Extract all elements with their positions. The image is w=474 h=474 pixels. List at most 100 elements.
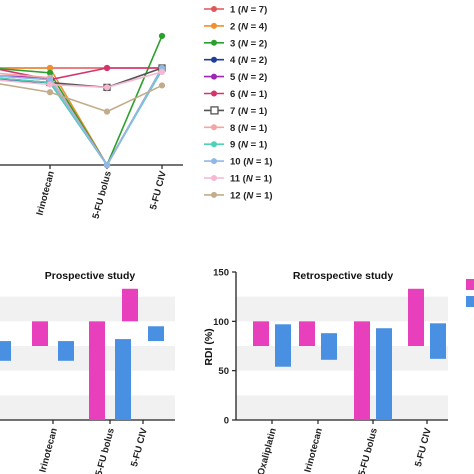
range-bar-5-fu-bolus-2 bbox=[376, 328, 392, 420]
prospective-bar-chart: Prospective study OxaliplatinIrinotecan5… bbox=[0, 270, 175, 474]
grid-band bbox=[236, 346, 448, 371]
legend-marker bbox=[211, 191, 217, 198]
legend-item-7: 7 (N = 1) bbox=[204, 106, 267, 117]
legend-label: 11 (N = 1) bbox=[230, 174, 272, 185]
range-bar-5-fu-bolus-1 bbox=[89, 321, 105, 420]
x-tick-label-5-fu-civ: 5-FU CIV bbox=[413, 426, 434, 468]
x-tick-label-5-fu-bolus: 5-FU bolus bbox=[91, 170, 114, 220]
y-tick-label: 0 bbox=[224, 416, 229, 427]
legend-marker bbox=[211, 39, 217, 46]
legend-label: 1 (N = 7) bbox=[230, 5, 267, 16]
y-tick-label: 50 bbox=[218, 366, 229, 377]
legend-item-4: 4 (N = 2) bbox=[204, 55, 267, 66]
legend-item-6: 6 (N = 1) bbox=[204, 89, 267, 100]
range-bar-oxaliplatin-2 bbox=[275, 324, 291, 367]
legend-marker bbox=[211, 6, 217, 12]
legend-item-10: 10 (N = 1) bbox=[204, 157, 273, 168]
retrospective-bars bbox=[253, 288, 446, 420]
legend-marker bbox=[211, 141, 217, 148]
data-point bbox=[103, 108, 111, 115]
range-bar-5-fu-civ-2 bbox=[148, 326, 164, 342]
x-tick-label-oxaliplatin: Oxaliplatin bbox=[256, 427, 279, 474]
legend-marker bbox=[211, 73, 217, 80]
prospective-chart-title: Prospective study bbox=[45, 270, 136, 282]
data-point bbox=[46, 89, 54, 96]
legend-label: 8 (N = 1) bbox=[230, 123, 267, 134]
range-bar-oxaliplatin-2 bbox=[0, 341, 11, 361]
legend-label: 12 (N = 1) bbox=[230, 190, 273, 201]
grid-band bbox=[0, 346, 175, 371]
series-11 bbox=[0, 68, 166, 91]
retrospective-y-label: RDI (%) bbox=[203, 328, 215, 365]
series-line bbox=[0, 83, 163, 113]
range-bar-irinotecan-1 bbox=[299, 321, 315, 346]
line-chart-series bbox=[0, 32, 166, 169]
legend-marker bbox=[211, 56, 217, 63]
legend-marker bbox=[210, 106, 219, 115]
grid-band bbox=[236, 395, 448, 420]
data-point bbox=[103, 84, 111, 91]
legend-item-12: 12 (N = 1) bbox=[204, 190, 273, 201]
series-line bbox=[0, 69, 163, 167]
grid-band bbox=[0, 296, 175, 322]
data-point bbox=[103, 64, 111, 72]
range-bar-oxaliplatin-1 bbox=[253, 321, 269, 346]
legend-label: 9 (N = 1) bbox=[230, 140, 267, 151]
series-line bbox=[0, 71, 163, 89]
data-point bbox=[103, 161, 111, 169]
series-10 bbox=[0, 64, 166, 169]
data-point bbox=[158, 82, 166, 89]
range-bar-irinotecan-2 bbox=[321, 333, 337, 360]
legend-label: 10 (N = 1) bbox=[230, 157, 273, 168]
legend-item-11: 11 (N = 1) bbox=[204, 174, 272, 185]
legend-label: 2 (N = 4) bbox=[230, 21, 267, 32]
legend-item-9: 9 (N = 1) bbox=[204, 140, 267, 151]
x-tick-label-irinotecan: Irinotecan bbox=[303, 427, 325, 474]
bar-legend-swatch-pink bbox=[466, 279, 474, 290]
series-line bbox=[0, 67, 162, 81]
prospective-bars bbox=[0, 288, 164, 420]
legend-marker bbox=[211, 158, 217, 165]
retrospective-x-ticks: Oxaliplatin Irinotecan 5-FU bolus 5-FU CIV bbox=[256, 420, 434, 474]
range-bar-5-fu-civ-1 bbox=[122, 288, 138, 322]
range-bar-5-fu-civ-2 bbox=[430, 323, 446, 359]
legend-marker bbox=[211, 175, 217, 181]
data-point bbox=[46, 81, 54, 88]
prospective-grid-bands bbox=[0, 296, 175, 420]
grid-band bbox=[0, 395, 175, 420]
bar-legend-swatch-blue bbox=[466, 296, 474, 307]
retrospective-bar-chart: Retrospective study RDI (%) 0 50 100 150 Ox… bbox=[203, 268, 448, 474]
legend-item-8: 8 (N = 1) bbox=[204, 123, 267, 134]
retrospective-grid-bands bbox=[236, 296, 448, 420]
legend-marker bbox=[211, 124, 217, 131]
data-point bbox=[158, 68, 166, 75]
series-line bbox=[0, 35, 163, 167]
legend-item-1: 1 (N = 7) bbox=[204, 5, 267, 16]
x-tick-label-5-fu-civ: 5-FU CIV bbox=[129, 426, 150, 468]
range-bar-5-fu-bolus-1 bbox=[354, 321, 370, 420]
y-tick-label: 150 bbox=[213, 268, 229, 279]
legend-label: 5 (N = 2) bbox=[230, 72, 267, 83]
x-tick-label-5-fu-bolus: 5-FU bolus bbox=[94, 427, 117, 474]
data-point bbox=[158, 32, 166, 40]
retrospective-y-ticks: 0 50 100 150 bbox=[213, 268, 236, 427]
x-tick-label-5-fu-civ: 5-FU CIV bbox=[148, 169, 169, 211]
legend-label: 3 (N = 2) bbox=[230, 38, 267, 49]
legend-item-2: 2 (N = 4) bbox=[204, 21, 267, 32]
series-3 bbox=[0, 32, 166, 169]
legend: 1 (N = 7) 2 (N = 4) 3 (N = 2) 4 (N = 2) 5 (N… bbox=[204, 5, 273, 201]
y-tick-label: 100 bbox=[213, 317, 229, 328]
legend-marker bbox=[211, 22, 217, 29]
legend-marker bbox=[211, 90, 217, 97]
legend-item-5: 5 (N = 2) bbox=[204, 72, 267, 83]
legend-label: 6 (N = 1) bbox=[230, 89, 267, 100]
x-tick-label-irinotecan: Irinotecan bbox=[38, 427, 60, 474]
x-tick-label-5-fu-bolus: 5-FU bolus bbox=[357, 427, 380, 474]
x-tick-label-irinotecan: Irinotecan bbox=[35, 170, 57, 217]
range-bar-5-fu-bolus-2 bbox=[115, 339, 131, 420]
series-12 bbox=[0, 82, 166, 115]
